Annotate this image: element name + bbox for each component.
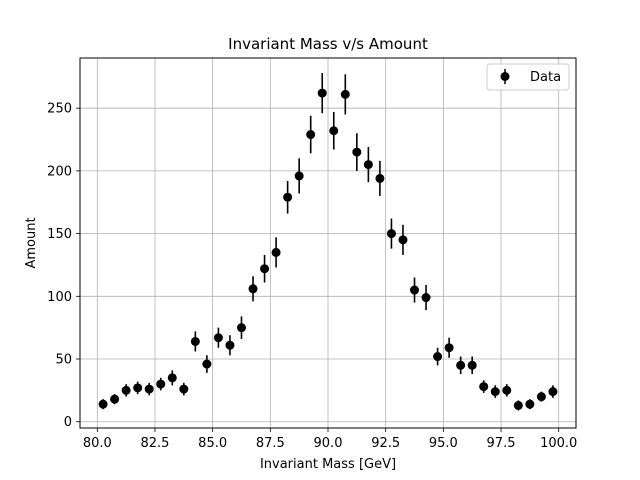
data-point (98, 399, 108, 409)
chart-title: Invariant Mass v/s Amount (228, 35, 428, 53)
y-tick-label: 50 (55, 353, 72, 368)
x-tick-label: 90.0 (314, 436, 343, 451)
data-point (363, 160, 373, 170)
data-point (421, 293, 431, 303)
y-axis-ticks: 0 50 100 150 200 250 (47, 102, 80, 430)
data-point (513, 400, 523, 410)
data-point (433, 352, 443, 362)
data-point (236, 323, 246, 333)
x-tick-label: 92.5 (371, 436, 400, 451)
y-tick-label: 100 (47, 290, 72, 305)
data-point (467, 360, 477, 370)
legend-box (486, 63, 570, 91)
data-point (536, 392, 546, 402)
data-point (479, 382, 489, 392)
x-tick-label: 82.5 (141, 436, 170, 451)
y-tick-label: 150 (47, 227, 72, 242)
data-point (386, 229, 396, 239)
x-tick-label: 80.0 (83, 436, 112, 451)
data-point (444, 343, 454, 353)
data-point (340, 89, 350, 99)
data-point (294, 171, 304, 181)
data-point (410, 285, 420, 295)
x-tick-label: 85.0 (198, 436, 227, 451)
x-tick-label: 100.0 (540, 436, 577, 451)
y-tick-label: 0 (64, 415, 72, 430)
x-tick-label: 95.0 (429, 436, 458, 451)
x-tick-label: 97.5 (487, 436, 516, 451)
data-point (283, 192, 293, 202)
data-point (144, 384, 154, 394)
data-point (179, 384, 189, 394)
data-point (167, 373, 177, 383)
data-point (352, 147, 362, 157)
data-point (271, 247, 281, 257)
data-point (110, 394, 120, 404)
data-point (213, 333, 223, 343)
data-point (490, 387, 500, 397)
legend-entry-data: Data (530, 70, 561, 85)
x-axis-ticks: 80.0 82.5 85.0 87.5 90.0 92.5 95.0 97.5 100.0 (83, 428, 577, 451)
data-point (156, 379, 166, 389)
y-tick-label: 250 (47, 102, 72, 117)
data-point (525, 399, 535, 409)
data-point (398, 235, 408, 245)
data-point (502, 385, 512, 395)
grid-lines (80, 58, 576, 428)
data-point (375, 173, 385, 183)
data-point (306, 130, 316, 140)
legend-marker (500, 72, 510, 81)
data-point (248, 284, 258, 294)
legend: Data (486, 63, 570, 91)
data-point (190, 336, 200, 346)
data-point (121, 385, 131, 395)
data-point (260, 264, 270, 274)
data-point (329, 126, 339, 136)
data-series (98, 73, 558, 411)
x-axis-label: Invariant Mass [GeV] (260, 457, 396, 472)
data-point (456, 360, 466, 370)
data-point (133, 383, 143, 393)
y-axis-label: Amount (24, 217, 39, 268)
data-point (202, 359, 212, 369)
x-tick-label: 87.5 (256, 436, 285, 451)
data-point (548, 387, 558, 397)
y-tick-label: 200 (47, 164, 72, 179)
data-point (317, 88, 327, 98)
data-point (225, 340, 235, 350)
